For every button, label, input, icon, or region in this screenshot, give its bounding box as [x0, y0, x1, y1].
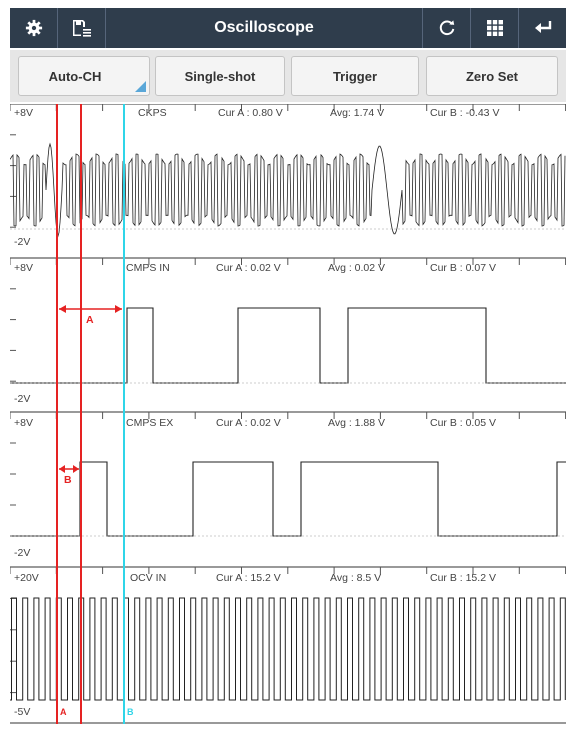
return-icon — [534, 21, 551, 33]
grid-layer — [10, 104, 566, 724]
ocv-in-waveform — [10, 597, 566, 701]
cursor-a-label: A — [60, 707, 67, 717]
refresh-icon — [439, 20, 454, 36]
ch4-avg: Avg : 8.5 V — [330, 572, 382, 584]
ch3-cur-a: Cur A : 0.02 V — [216, 417, 281, 429]
cursor-layer — [56, 104, 125, 724]
ch3-name: CMPS EX — [126, 417, 174, 429]
ch1-cur-b: Cur B : -0.43 V — [430, 107, 500, 119]
trigger-button[interactable]: Trigger — [291, 56, 419, 96]
measure-b-label: B — [64, 474, 72, 486]
settings-button[interactable] — [10, 8, 58, 48]
cmps-in-waveform — [10, 307, 566, 384]
measure-b-arrowhead-left — [59, 465, 65, 473]
zero-set-button[interactable]: Zero Set — [426, 56, 558, 96]
ch1-name: CKPS — [138, 107, 167, 119]
cmps-ex-waveform — [10, 461, 566, 537]
auto-ch-button[interactable]: Auto-CH — [18, 56, 150, 96]
ch4-cur-b: Cur B : 15.2 V — [430, 572, 496, 584]
grid-button[interactable] — [470, 8, 518, 48]
dropdown-corner-icon — [135, 81, 146, 92]
ch1-avg: Avg: 1.74 V — [330, 107, 385, 119]
gear-icon — [25, 19, 42, 37]
cursor-b-label: B — [127, 707, 134, 717]
measure-a-arrowhead-right — [115, 305, 122, 313]
ch1-max-label: +8V — [14, 107, 33, 119]
ch4-min-label: -5V — [14, 706, 31, 718]
page-title: Oscilloscope — [214, 19, 314, 36]
measure-b-arrowhead-right — [73, 465, 79, 473]
return-button[interactable] — [518, 8, 566, 48]
ch2-avg: Avg : 0.02 V — [328, 262, 386, 274]
refresh-button[interactable] — [422, 8, 470, 48]
scope-display[interactable]: +8V CKPS Cur A : 0.80 V Avg: 1.74 V Cur … — [10, 104, 566, 724]
ch2-max-label: +8V — [14, 262, 33, 274]
grid-icon — [486, 20, 503, 36]
waveform-layer — [10, 142, 566, 701]
measure-a-arrowhead-left — [59, 305, 66, 313]
ch2-cur-a: Cur A : 0.02 V — [216, 262, 281, 274]
ch3-min-label: -2V — [14, 547, 31, 559]
single-shot-button[interactable]: Single-shot — [155, 56, 285, 96]
save-list-button[interactable] — [58, 8, 106, 48]
ch3-avg: Avg : 1.88 V — [328, 417, 386, 429]
top-bar: Oscilloscope — [10, 8, 566, 48]
auto-ch-label: Auto-CH — [48, 68, 102, 84]
ch4-max-label: +20V — [14, 572, 39, 584]
waveform-canvas — [10, 104, 566, 724]
ch2-cur-b: Cur B : 0.07 V — [430, 262, 496, 274]
ch3-cur-b: Cur B : 0.05 V — [430, 417, 496, 429]
ch2-name: CMPS IN — [126, 262, 170, 274]
ch2-min-label: -2V — [14, 393, 31, 405]
ch1-cur-a: Cur A : 0.80 V — [218, 107, 283, 119]
save-list-icon — [72, 20, 91, 37]
measure-a-label: A — [86, 314, 94, 326]
ckps-waveform — [10, 142, 566, 238]
ch4-name: OCV IN — [130, 572, 167, 584]
ch1-min-label: -2V — [14, 236, 31, 248]
ch4-cur-a: Cur A : 15.2 V — [216, 572, 281, 584]
ch3-max-label: +8V — [14, 417, 33, 429]
control-button-row: Auto-CH Single-shot Trigger Zero Set — [10, 50, 566, 102]
